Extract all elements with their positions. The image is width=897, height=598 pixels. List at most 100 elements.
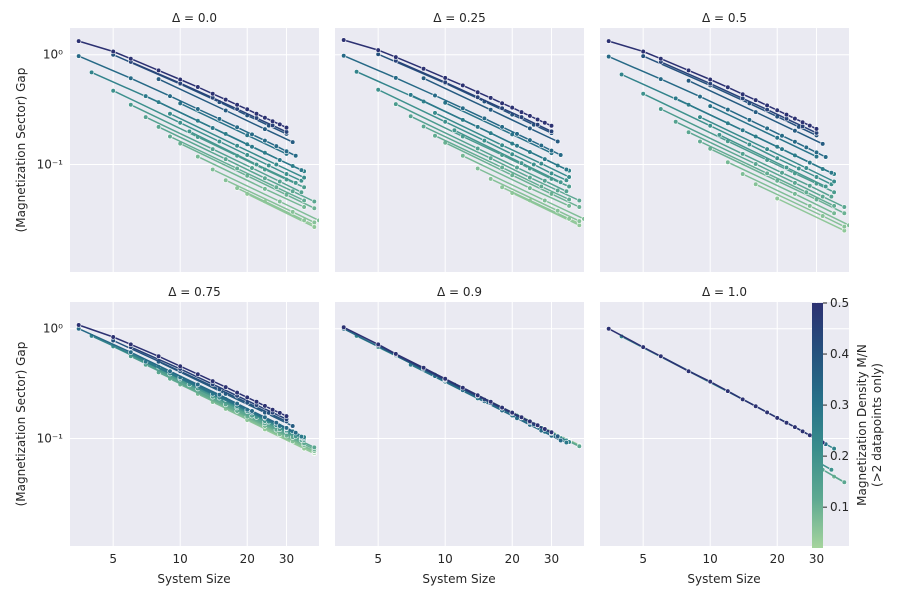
x-tick-label: 5 [109,552,117,566]
series-point [658,56,664,62]
series-point [566,174,572,180]
series-point [774,155,780,161]
series-point [753,161,759,167]
series-point [831,189,837,195]
series-point [375,87,381,93]
series-point [283,129,290,135]
series-point [177,120,183,126]
series-point [421,365,427,371]
series-point [298,167,305,173]
series-point [110,88,116,94]
series-point [563,439,570,446]
series-point [542,156,548,162]
series-point [290,188,296,194]
series-point [799,428,806,435]
series-point [143,114,149,120]
series-point [566,203,572,209]
series-point [301,197,307,204]
series-point [803,189,809,195]
series-point [298,434,305,440]
series-point [432,110,438,116]
series-point [283,425,290,431]
series-point [277,198,283,205]
series-point [499,100,505,106]
series-point [823,183,829,190]
series-point [393,54,399,60]
series-point [488,95,494,101]
series-point [792,139,798,145]
series-point [803,165,809,171]
series-line [423,77,559,143]
series-point [534,116,541,123]
series-point [442,376,448,382]
colorbar-tick-label: 0.1 [830,500,849,514]
series-point [421,75,427,81]
series-point [555,138,561,145]
series-point [262,126,268,132]
series-point [234,143,240,149]
series-point [820,141,826,147]
x-tick-label: 5 [374,552,382,566]
colorbar-label-line-2: (>2 datapoints only) [870,363,884,487]
series-point [518,114,525,120]
series-point [481,115,488,121]
series-point [301,175,307,181]
series-point [270,407,276,413]
y-tick-label: 10⁻¹ [37,432,64,446]
series-point [475,94,481,100]
series-point [375,47,381,53]
series-point [156,124,162,130]
series-point [725,159,731,165]
series-point [538,161,544,167]
series-point [783,111,790,118]
series-group [76,38,319,230]
series-point [266,162,272,169]
series-point [807,122,813,129]
series-point [210,166,216,173]
series-point [807,183,813,189]
series-point [555,187,561,194]
series-point [234,390,240,396]
series-point [432,92,438,99]
series-point [488,176,494,182]
series-point [527,175,533,181]
series-point [534,422,541,428]
series-point [223,96,229,103]
series-point [792,128,798,134]
series-point [831,178,837,185]
series-point [740,151,746,157]
series-point [774,135,780,141]
series-point [640,91,646,97]
series-point [807,203,813,209]
series-point [658,106,664,112]
panel-2: Δ = 0.25 [335,11,584,272]
series-point [746,141,753,148]
series-point [796,165,802,172]
series-point [156,76,162,82]
series-point [301,184,307,190]
series-point [283,124,290,131]
series-point [244,152,250,158]
series-point [442,75,448,81]
series-point [216,116,222,122]
series-point [311,198,317,205]
series-point [764,102,770,108]
series-point [253,111,260,117]
panel-title: Δ = 1.0 [702,285,747,299]
x-tick-label: 5 [639,552,647,566]
series-point [779,133,785,139]
panel-title: Δ = 0.9 [437,285,482,299]
series-line [169,113,305,179]
series-line [434,135,570,201]
series-point [514,143,520,149]
series-point [249,165,255,171]
series-point [277,121,283,127]
colorbar-label-line-1: Magnetization Density M/N [855,344,869,506]
series-point [725,388,731,394]
series-line [444,142,580,208]
series-point [581,216,584,222]
series-point [341,53,347,59]
series-point [527,185,533,191]
series-point [740,91,746,97]
series-point [846,222,849,228]
